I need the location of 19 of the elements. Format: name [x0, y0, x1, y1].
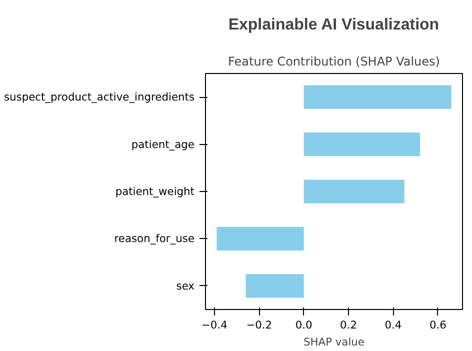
x-tick-label: −0.2 — [246, 318, 272, 332]
bar — [304, 132, 420, 156]
x-tick-label: 0.2 — [340, 318, 358, 332]
bar — [216, 226, 304, 250]
x-tick-label: −0.4 — [202, 318, 228, 332]
x-tick-label: 0.6 — [429, 318, 447, 332]
bar — [304, 180, 404, 204]
x-tick-label: 0.0 — [295, 318, 313, 332]
x-tick-label: 0.4 — [384, 318, 402, 332]
bar — [304, 85, 452, 109]
bar — [246, 274, 304, 298]
chart-subtitle: Feature Contribution (SHAP Values) — [228, 54, 440, 68]
x-axis-title: SHAP value — [304, 336, 365, 348]
y-tick-label: reason_for_use — [114, 232, 195, 246]
y-tick-label: patient_age — [131, 138, 195, 151]
y-tick-label: suspect_product_active_ingredients — [4, 90, 195, 104]
y-tick-label: sex — [176, 279, 195, 292]
chart-title: Explainable AI Visualization — [228, 16, 440, 34]
y-tick-label: patient_weight — [115, 185, 195, 198]
